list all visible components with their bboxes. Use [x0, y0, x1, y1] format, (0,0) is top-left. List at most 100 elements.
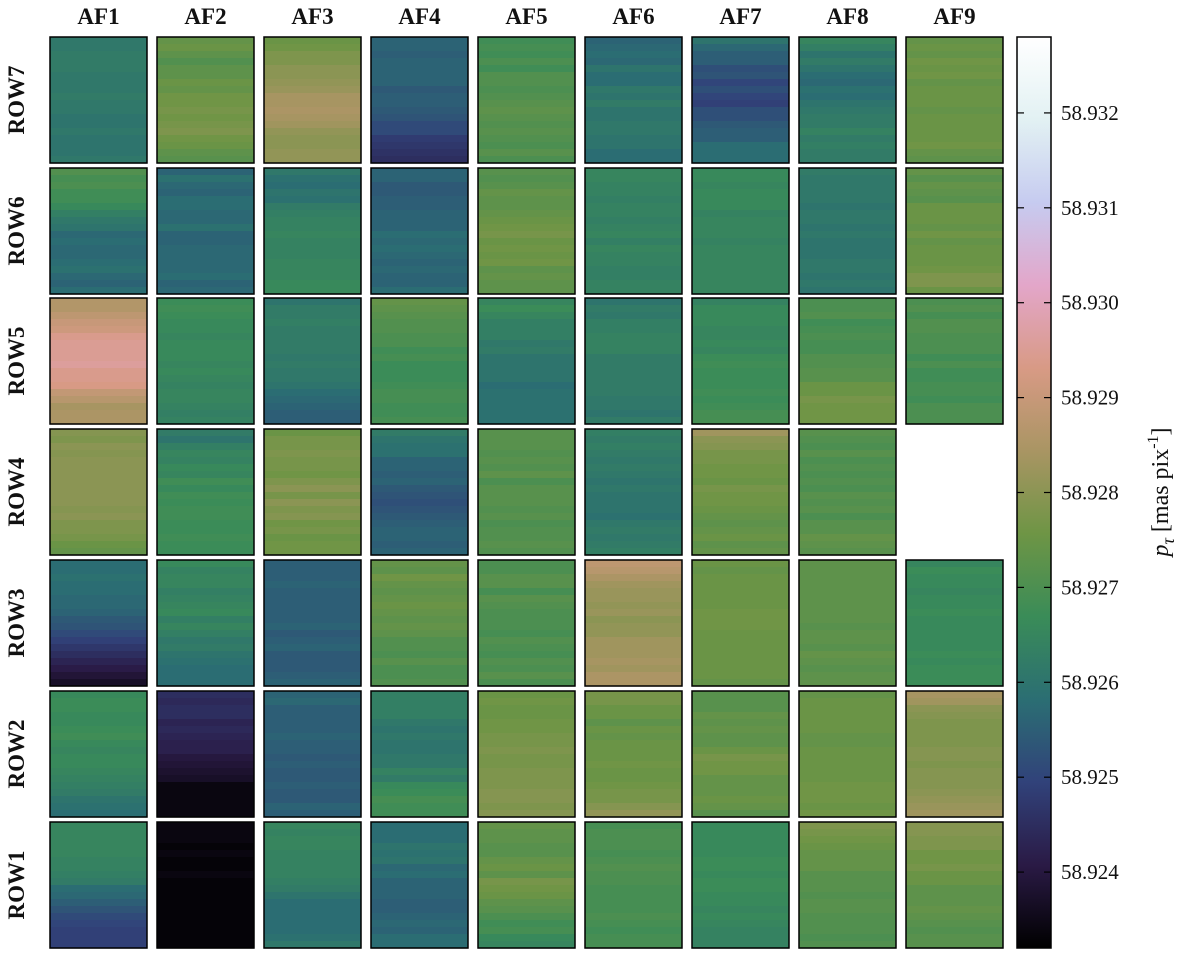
heatmap-stripe	[906, 857, 1003, 865]
heatmap-stripe	[157, 885, 254, 893]
heatmap-stripe	[157, 149, 254, 157]
heatmap-stripe	[585, 768, 682, 776]
heatmap-stripe	[157, 499, 254, 507]
heatmap-stripe	[157, 107, 254, 115]
heatmap-stripe	[799, 182, 896, 190]
heatmap-stripe	[157, 941, 254, 949]
heatmap-stripe	[692, 616, 789, 624]
heatmap-stripe	[371, 513, 468, 521]
heatmap-stripe	[692, 375, 789, 383]
heatmap-stripe	[478, 506, 575, 514]
heatmap-stripe	[906, 679, 1003, 687]
heatmap-stripe	[371, 478, 468, 486]
heatmap-stripe	[371, 541, 468, 549]
heatmap-stripe	[478, 492, 575, 500]
heatmap-stripe	[585, 168, 682, 176]
heatmap-stripe	[906, 156, 1003, 164]
heatmap-stripe	[371, 796, 468, 804]
heatmap-stripe	[478, 850, 575, 858]
heatmap-stripe	[799, 829, 896, 837]
heatmap-stripe	[371, 128, 468, 136]
heatmap-stripe	[692, 899, 789, 907]
heatmap-stripe	[906, 238, 1003, 246]
panel-row7-af4	[370, 36, 469, 164]
panel-border	[584, 821, 683, 949]
heatmap-stripe	[799, 892, 896, 900]
panel-row3-af8	[798, 559, 897, 687]
heatmap-stripe	[692, 382, 789, 390]
heatmap-stripe	[157, 224, 254, 232]
heatmap-stripe	[371, 168, 468, 176]
heatmap-stripe	[50, 829, 147, 837]
heatmap-stripe	[585, 347, 682, 355]
panel-row5-af4	[370, 297, 469, 425]
panel-border	[477, 690, 576, 818]
heatmap-stripe	[371, 410, 468, 418]
heatmap-stripe	[264, 775, 361, 783]
heatmap-stripe	[50, 698, 147, 706]
heatmap-stripe	[50, 464, 147, 472]
heatmap-stripe	[799, 368, 896, 376]
heatmap-stripe	[264, 492, 361, 500]
heatmap-stripe	[371, 560, 468, 568]
heatmap-stripe	[478, 354, 575, 362]
heatmap-stripe	[371, 389, 468, 397]
heatmap-stripe	[906, 705, 1003, 713]
heatmap-stripe	[478, 114, 575, 122]
heatmap-stripe	[157, 210, 254, 218]
heatmap-stripe	[157, 396, 254, 404]
heatmap-stripe	[50, 128, 147, 136]
row-label-row4: ROW4	[4, 457, 29, 527]
panel-border	[477, 36, 576, 164]
row-label-row6: ROW6	[4, 197, 29, 266]
panel-row2-af9	[905, 690, 1004, 818]
heatmap-stripe	[692, 273, 789, 281]
heatmap-stripe	[585, 100, 682, 108]
heatmap-stripe	[371, 803, 468, 811]
heatmap-stripe	[585, 58, 682, 66]
heatmap-stripe	[692, 361, 789, 369]
heatmap-stripe	[50, 44, 147, 52]
heatmap-stripe	[157, 182, 254, 190]
heatmap-stripe	[264, 548, 361, 556]
heatmap-stripe	[371, 609, 468, 617]
heatmap-stripe	[371, 843, 468, 851]
heatmap-stripe	[478, 560, 575, 568]
heatmap-stripe	[157, 906, 254, 914]
heatmap-stripe	[371, 93, 468, 101]
heatmap-stripe	[692, 189, 789, 197]
heatmap-stripe	[906, 168, 1003, 176]
heatmap-stripe	[371, 457, 468, 465]
heatmap-stripe	[692, 319, 789, 327]
panel-row4-af4	[370, 428, 469, 556]
heatmap-stripe	[264, 436, 361, 444]
panel-row5-af3	[263, 297, 362, 425]
heatmap-stripe	[157, 588, 254, 596]
heatmap-stripe	[692, 878, 789, 886]
heatmap-stripe	[585, 789, 682, 797]
heatmap-stripe	[585, 513, 682, 521]
heatmap-stripe	[264, 347, 361, 355]
heatmap-stripe	[478, 567, 575, 575]
heatmap-stripe	[157, 878, 254, 886]
heatmap-stripe	[157, 142, 254, 150]
heatmap-stripe	[799, 796, 896, 804]
heatmap-stripe	[799, 51, 896, 59]
heatmap-stripe	[50, 609, 147, 617]
heatmap-stripe	[371, 65, 468, 73]
heatmap-stripe	[799, 609, 896, 617]
panel-border	[691, 559, 790, 687]
heatmap-stripe	[264, 658, 361, 666]
heatmap-stripe	[50, 754, 147, 762]
heatmap-stripe	[906, 843, 1003, 851]
heatmap-stripe	[50, 567, 147, 575]
heatmap-stripe	[692, 719, 789, 727]
heatmap-stripe	[478, 149, 575, 157]
heatmap-stripe	[50, 665, 147, 673]
heatmap-stripe	[50, 892, 147, 900]
heatmap-stripe	[906, 333, 1003, 341]
heatmap-stripe	[585, 899, 682, 907]
heatmap-stripe	[799, 567, 896, 575]
heatmap-stripe	[371, 775, 468, 783]
heatmap-stripe	[799, 417, 896, 425]
